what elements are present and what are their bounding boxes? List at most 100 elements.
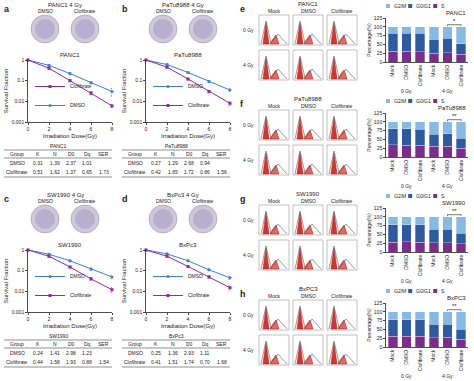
svg-text:Group: Group	[10, 341, 24, 347]
svg-text:1: 1	[139, 57, 142, 63]
svg-text:Group: Group	[10, 151, 24, 157]
svg-text:Mock: Mock	[268, 293, 280, 299]
svg-text:Clofibrate: Clofibrate	[331, 103, 353, 109]
svg-text:0.01: 0.01	[14, 288, 24, 294]
svg-text:Survival Fraction: Survival Fraction	[3, 69, 9, 114]
svg-text:Mock: Mock	[268, 198, 280, 204]
svg-text:Mock: Mock	[389, 159, 395, 171]
svg-text:100: 100	[374, 309, 383, 315]
svg-text:DMSO: DMSO	[128, 350, 143, 356]
svg-text:G0/G1: G0/G1	[416, 3, 431, 9]
svg-text:Clofibrate: Clofibrate	[417, 65, 423, 87]
svg-text:Dq: Dq	[202, 151, 209, 157]
svg-text:1.93: 1.93	[66, 359, 76, 365]
svg-text:BxPc3: BxPc3	[179, 242, 197, 248]
svg-text:1.51: 1.51	[168, 359, 178, 365]
svg-text:1.11: 1.11	[200, 350, 210, 356]
svg-text:G0/G1: G0/G1	[416, 288, 431, 294]
svg-text:SER: SER	[216, 151, 227, 157]
svg-text:1.54: 1.54	[99, 359, 109, 365]
svg-text:Clofibrate: Clofibrate	[331, 293, 353, 299]
svg-text:0: 0	[27, 316, 30, 322]
svg-text:BxPC3: BxPC3	[299, 286, 318, 292]
svg-text:6: 6	[90, 316, 93, 322]
svg-text:1.62: 1.62	[50, 169, 60, 175]
svg-text:2: 2	[48, 316, 51, 322]
svg-text:4 Gy: 4 Gy	[243, 62, 254, 68]
svg-text:6: 6	[208, 126, 211, 132]
svg-text:125: 125	[374, 15, 383, 21]
svg-text:0.25: 0.25	[151, 350, 161, 356]
svg-text:D0: D0	[186, 151, 193, 157]
svg-text:PaTu8988: PaTu8988	[438, 105, 466, 111]
svg-text:4 Gy: 4 Gy	[442, 183, 453, 189]
svg-text:DMSO: DMSO	[38, 8, 53, 14]
svg-text:4 Gy: 4 Gy	[243, 347, 254, 353]
svg-text:Mock: Mock	[389, 254, 395, 266]
svg-text:S: S	[441, 98, 445, 104]
svg-text:Mock: Mock	[430, 159, 436, 171]
svg-text:0.1: 0.1	[135, 77, 142, 83]
svg-text:1: 1	[139, 247, 142, 253]
svg-text:Survival Fraction: Survival Fraction	[121, 259, 127, 304]
svg-text:b: b	[122, 4, 128, 14]
svg-text:DMSO: DMSO	[301, 198, 316, 204]
svg-text:1.36: 1.36	[168, 350, 178, 356]
svg-text:0.65: 0.65	[82, 169, 92, 175]
svg-text:25: 25	[377, 50, 383, 56]
svg-text:G2/M: G2/M	[394, 193, 406, 199]
svg-text:4 Gy: 4 Gy	[442, 88, 453, 94]
svg-text:75: 75	[377, 127, 383, 133]
svg-text:0.86: 0.86	[200, 169, 210, 175]
svg-text:1.68: 1.68	[217, 359, 227, 365]
svg-text:Dq: Dq	[84, 151, 91, 157]
svg-text:DMSO: DMSO	[301, 103, 316, 109]
svg-text:Clofibrate: Clofibrate	[74, 8, 96, 14]
svg-text:DMSO: DMSO	[444, 350, 450, 365]
svg-text:50: 50	[377, 231, 383, 237]
svg-text:Clofibrate: Clofibrate	[417, 255, 423, 277]
svg-text:0.1: 0.1	[17, 77, 24, 83]
svg-text:G2/M: G2/M	[394, 3, 406, 9]
svg-text:K: K	[154, 151, 158, 157]
svg-text:125: 125	[374, 205, 383, 211]
svg-text:Clofibrate: Clofibrate	[70, 292, 92, 298]
svg-text:0.88: 0.88	[82, 359, 92, 365]
svg-text:0 Gy: 0 Gy	[401, 183, 412, 189]
svg-text:50: 50	[377, 136, 383, 142]
svg-text:6: 6	[90, 126, 93, 132]
svg-text:BxPC3: BxPC3	[447, 295, 466, 301]
svg-text:D0: D0	[68, 151, 75, 157]
svg-text:DMSO: DMSO	[301, 293, 316, 299]
svg-text:0 Gy: 0 Gy	[401, 373, 412, 379]
svg-text:0 Gy: 0 Gy	[401, 88, 412, 94]
svg-text:G2/M: G2/M	[394, 98, 406, 104]
svg-text:K: K	[36, 341, 40, 347]
svg-text:125: 125	[374, 300, 383, 306]
svg-text:PANC1: PANC1	[60, 52, 80, 58]
svg-text:0: 0	[379, 344, 382, 350]
svg-text:SW1990: SW1990	[442, 200, 466, 206]
svg-text:PANC1: PANC1	[298, 1, 318, 7]
svg-text:Clofibrate: Clofibrate	[124, 359, 146, 365]
svg-text:1.65: 1.65	[168, 169, 178, 175]
svg-text:0.51: 0.51	[33, 169, 43, 175]
svg-text:Dq: Dq	[84, 341, 91, 347]
svg-text:D0: D0	[186, 341, 193, 347]
svg-text:Clofibrate: Clofibrate	[74, 198, 96, 204]
svg-text:PaTu8988: PaTu8988	[294, 96, 322, 102]
svg-text:0.01: 0.01	[132, 98, 142, 104]
svg-text:0 Gy: 0 Gy	[243, 217, 254, 223]
svg-text:4 Gy: 4 Gy	[243, 157, 254, 163]
svg-text:Mock: Mock	[389, 349, 395, 361]
svg-text:S: S	[441, 3, 445, 9]
svg-text:Mock: Mock	[389, 64, 395, 76]
svg-text:SER: SER	[98, 151, 109, 157]
svg-text:0 Gy: 0 Gy	[401, 278, 412, 284]
svg-text:0: 0	[379, 249, 382, 255]
svg-text:G0/G1: G0/G1	[416, 193, 431, 199]
svg-text:1.39: 1.39	[50, 160, 60, 166]
svg-text:DMSO: DMSO	[444, 65, 450, 80]
svg-text:S: S	[441, 288, 445, 294]
svg-text:100: 100	[374, 119, 383, 125]
